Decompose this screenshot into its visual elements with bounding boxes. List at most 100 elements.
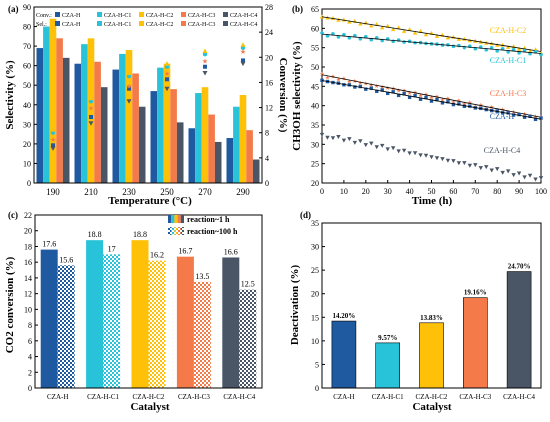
conversion-marker [88, 99, 94, 104]
data-point [363, 143, 368, 148]
data-point [423, 32, 429, 37]
bar-reaction-1h [40, 249, 58, 388]
deactivation-bar [375, 342, 401, 389]
fit-line [321, 74, 542, 118]
data-point [489, 168, 494, 173]
legend-swatch [97, 12, 102, 17]
bar-reaction-100h [148, 260, 166, 388]
data-point [369, 86, 373, 90]
legend-label: reaction~1 h [187, 215, 230, 224]
x-tick-label: 210 [84, 187, 98, 197]
x-tick-label: CZA-H-C2 [416, 393, 448, 401]
legend-swatch-solid [168, 215, 172, 223]
data-point [401, 148, 407, 153]
data-point [445, 158, 451, 163]
x-tick-label: CZA-H-C4 [503, 393, 535, 401]
data-point [539, 116, 543, 120]
conversion-marker: ★ [240, 48, 246, 56]
data-label: 16.2 [150, 251, 164, 260]
legend-swatch [139, 21, 144, 26]
data-point [467, 163, 473, 168]
conversion-marker [88, 95, 94, 101]
data-point [407, 151, 412, 156]
data-point: ★ [522, 111, 527, 118]
data-point [347, 137, 352, 142]
x-tick-label: CZA-H-C2 [133, 393, 165, 401]
data-point [511, 113, 516, 117]
data-point [451, 159, 456, 164]
data-point: ★ [380, 84, 385, 91]
data-point [434, 33, 440, 38]
y-tick-label: 90 [23, 3, 31, 12]
y2-tick-label: 16 [265, 78, 273, 87]
legend-label: CZA-H [62, 22, 81, 28]
data-point [319, 132, 325, 137]
data-point [511, 173, 516, 178]
fit-line [321, 33, 542, 54]
data-point [402, 40, 406, 44]
data-point [385, 147, 390, 152]
data-label: 12.5 [241, 280, 255, 289]
conversion-marker: ★ [88, 105, 94, 113]
y-tick-label: 10 [24, 305, 32, 314]
bar-reaction-100h [103, 254, 121, 388]
y2-tick-label: 12 [265, 104, 273, 113]
conversion-marker [126, 99, 132, 104]
data-point: ★ [451, 99, 456, 106]
selectivity-bar [176, 122, 184, 183]
y-tick-label: 30 [311, 243, 319, 252]
plot-frame-a [33, 6, 263, 184]
data-point: ★ [336, 76, 341, 83]
y-tick-label: 80 [23, 23, 31, 32]
data-point: ★ [429, 95, 434, 102]
y-tick-label: 50 [311, 63, 319, 72]
fit-line [321, 80, 542, 120]
data-point: ★ [396, 88, 401, 95]
data-point [390, 146, 396, 151]
data-point: ★ [358, 80, 363, 87]
data-point [446, 100, 450, 104]
legend-swatch-solid [177, 215, 181, 223]
data-label: 17.6 [42, 240, 56, 249]
data-point [462, 104, 467, 108]
data-label: 9.57% [378, 334, 397, 342]
data-point [440, 101, 445, 105]
y-tick-label: 40 [23, 101, 31, 110]
x-axis-label: Catalyst [130, 401, 169, 413]
y-tick-label: 4 [28, 353, 32, 362]
x-tick-label: CZA-H-C4 [223, 393, 255, 401]
y-tick-label: 10 [23, 159, 31, 168]
y-tick-label: 50 [23, 81, 31, 90]
data-point [386, 91, 390, 96]
selectivity-bar [239, 95, 247, 183]
conversion-marker [164, 64, 170, 69]
data-point [413, 93, 417, 98]
conversion-marker [203, 64, 207, 69]
legend-label: CZA-H-C1 [104, 13, 131, 19]
data-point [522, 115, 527, 119]
data-point: ★ [319, 71, 324, 78]
legend-swatch [55, 12, 60, 17]
y-tick-label: 65 [311, 5, 319, 14]
data-point [341, 138, 347, 143]
conversion-marker [165, 77, 169, 82]
conversion-marker [127, 86, 131, 91]
data-label: 13.83% [420, 314, 443, 322]
series-label: CZA-H [490, 112, 515, 121]
x-axis-label: Temperature (°C) [108, 195, 192, 207]
y-tick-label: 18 [24, 242, 32, 251]
y-tick-label: 60 [311, 24, 319, 33]
panel-label: (d) [300, 210, 311, 220]
legend-label: reaction~100 h [187, 227, 238, 236]
deactivation-bar [419, 322, 444, 389]
data-point [358, 21, 363, 26]
conversion-marker [164, 61, 170, 66]
data-point [462, 161, 467, 166]
data-point [325, 135, 330, 140]
bar-reaction-1h [176, 256, 194, 388]
data-point [401, 28, 407, 33]
legend-label: CZA-H-C1 [104, 22, 131, 28]
x-tick-label: 250 [160, 187, 174, 197]
selectivity-bar [94, 61, 101, 183]
selectivity-bar [150, 91, 158, 183]
